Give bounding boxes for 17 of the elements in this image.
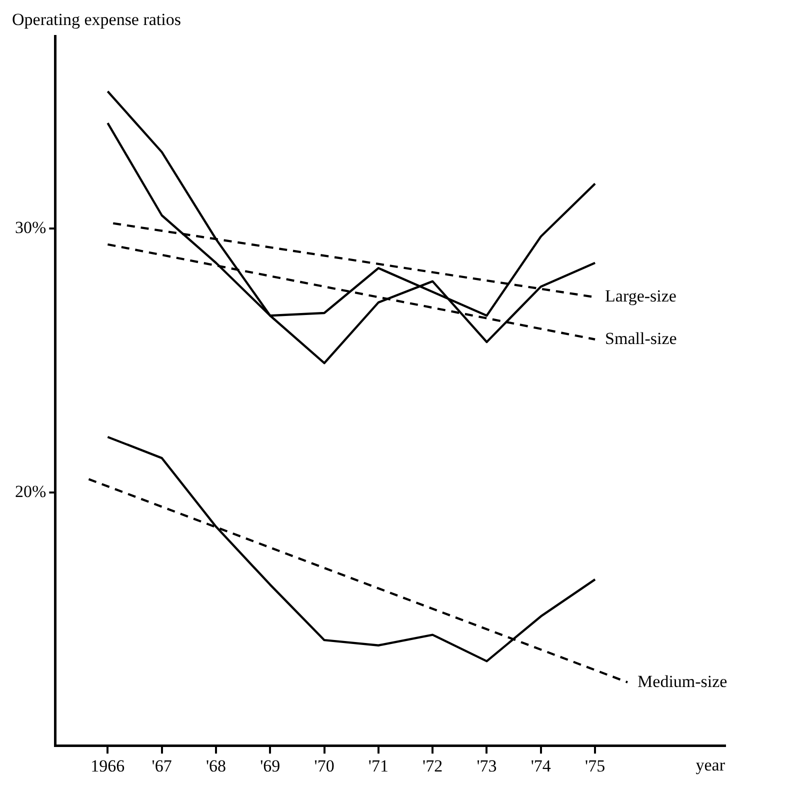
y-axis-title: Operating expense ratios — [12, 10, 181, 29]
x-tick-label: '69 — [260, 756, 280, 776]
x-tick-label: '74 — [530, 756, 552, 776]
series-label: Medium-size — [638, 672, 728, 691]
x-tick-label: '67 — [152, 756, 172, 776]
x-tick-label: '73 — [476, 756, 497, 776]
series-label: Small-size — [605, 328, 677, 348]
x-tick-label: 1966 — [90, 756, 125, 776]
x-tick-label: '70 — [314, 756, 334, 776]
x-tick-label: '72 — [422, 756, 443, 776]
x-axis-title: year — [696, 756, 726, 775]
x-tick-label: '68 — [206, 756, 226, 776]
x-tick-label: '71 — [368, 756, 388, 776]
y-tick-label: 20% — [14, 482, 46, 501]
y-tick-label: 30% — [14, 218, 46, 238]
x-tick-label: '75 — [585, 756, 606, 776]
series-label: Large-size — [605, 286, 676, 306]
